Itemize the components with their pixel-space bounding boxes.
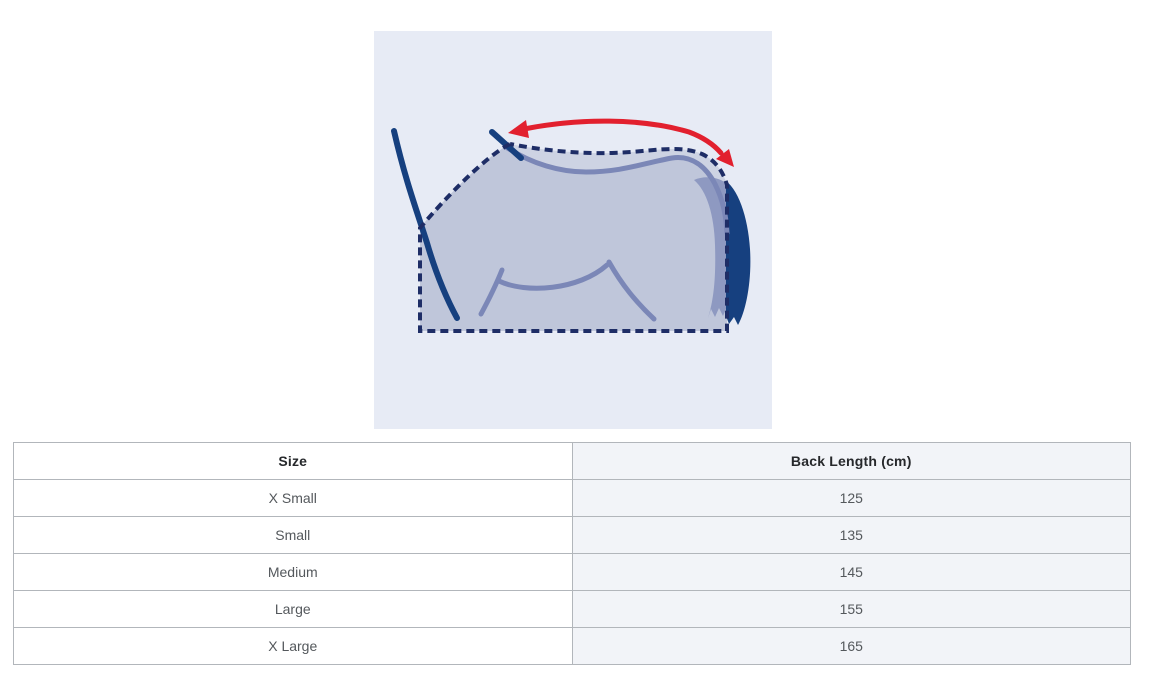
horse-front-leg-line — [478, 267, 505, 317]
table-header-row: Size Back Length (cm) — [13, 442, 1131, 480]
size-cell: Medium — [13, 553, 573, 591]
horse-neck-line — [391, 128, 460, 321]
back-length-cell: 135 — [571, 516, 1131, 554]
back-length-cell: 145 — [571, 553, 1131, 591]
size-cell: X Small — [13, 479, 573, 517]
horse-rug-diagram — [391, 118, 751, 333]
table-row: Small 135 — [13, 516, 1131, 554]
back-length-cell: 165 — [571, 627, 1131, 665]
horse-hind-leg-line — [606, 259, 657, 322]
table-row: Medium 145 — [13, 553, 1131, 591]
table-row: X Large 165 — [13, 627, 1131, 665]
back-length-cell: 125 — [571, 479, 1131, 517]
table-row: Large 155 — [13, 590, 1131, 628]
size-cell: Small — [13, 516, 573, 554]
table-row: X Small 125 — [13, 479, 1131, 517]
size-guide-diagram — [374, 31, 772, 429]
back-length-cell: 155 — [571, 590, 1131, 628]
size-column-header: Size — [13, 442, 573, 480]
size-cell: X Large — [13, 627, 573, 665]
hindquarter-shading — [694, 177, 726, 318]
horse-back-line — [503, 144, 730, 236]
horse-tail — [723, 179, 751, 325]
back-length-arrow-icon — [508, 118, 734, 167]
size-chart-table: Size Back Length (cm) X Small 125 Small … — [13, 442, 1131, 665]
back-length-column-header: Back Length (cm) — [571, 442, 1131, 480]
horse-belly-line — [496, 262, 610, 291]
rug-dashed-outline — [418, 142, 729, 333]
size-cell: Large — [13, 590, 573, 628]
